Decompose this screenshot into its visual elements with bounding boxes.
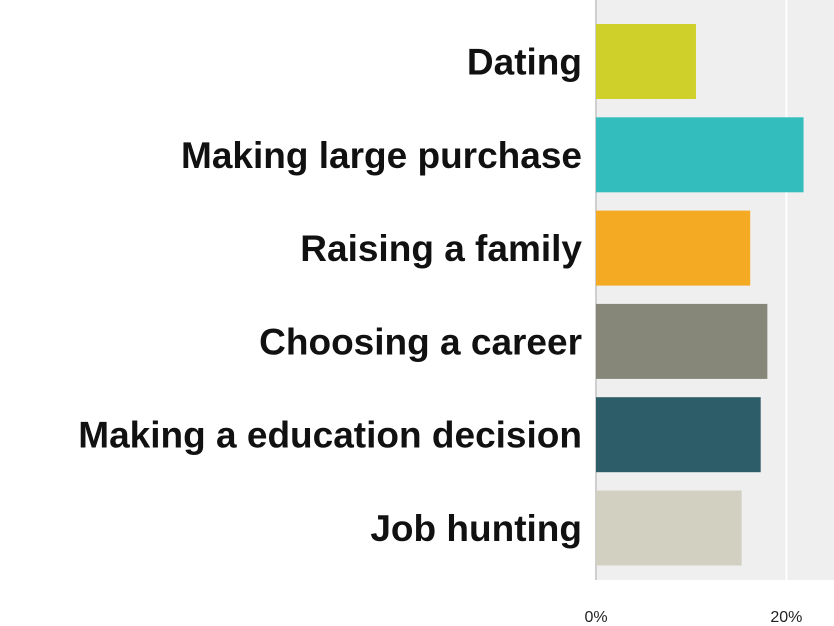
bar <box>596 397 761 473</box>
bar <box>596 117 804 193</box>
category-label: Making a education decision <box>78 415 582 456</box>
x-tick-label: 0% <box>584 609 607 626</box>
category-label: Choosing a career <box>259 321 582 362</box>
category-label: Raising a family <box>300 228 582 269</box>
bar <box>596 490 742 566</box>
bar <box>596 24 696 99</box>
bar <box>596 210 751 286</box>
bar <box>596 303 768 379</box>
category-label: Job hunting <box>370 508 582 549</box>
x-tick-label: 20% <box>770 609 802 626</box>
bars <box>596 24 804 566</box>
x-axis-ticks: 0% 20% <box>584 609 802 626</box>
category-label: Dating <box>467 42 582 83</box>
category-label: Making large purchase <box>181 135 582 176</box>
category-labels: Dating Making large purchase Raising a fam… <box>78 42 582 550</box>
